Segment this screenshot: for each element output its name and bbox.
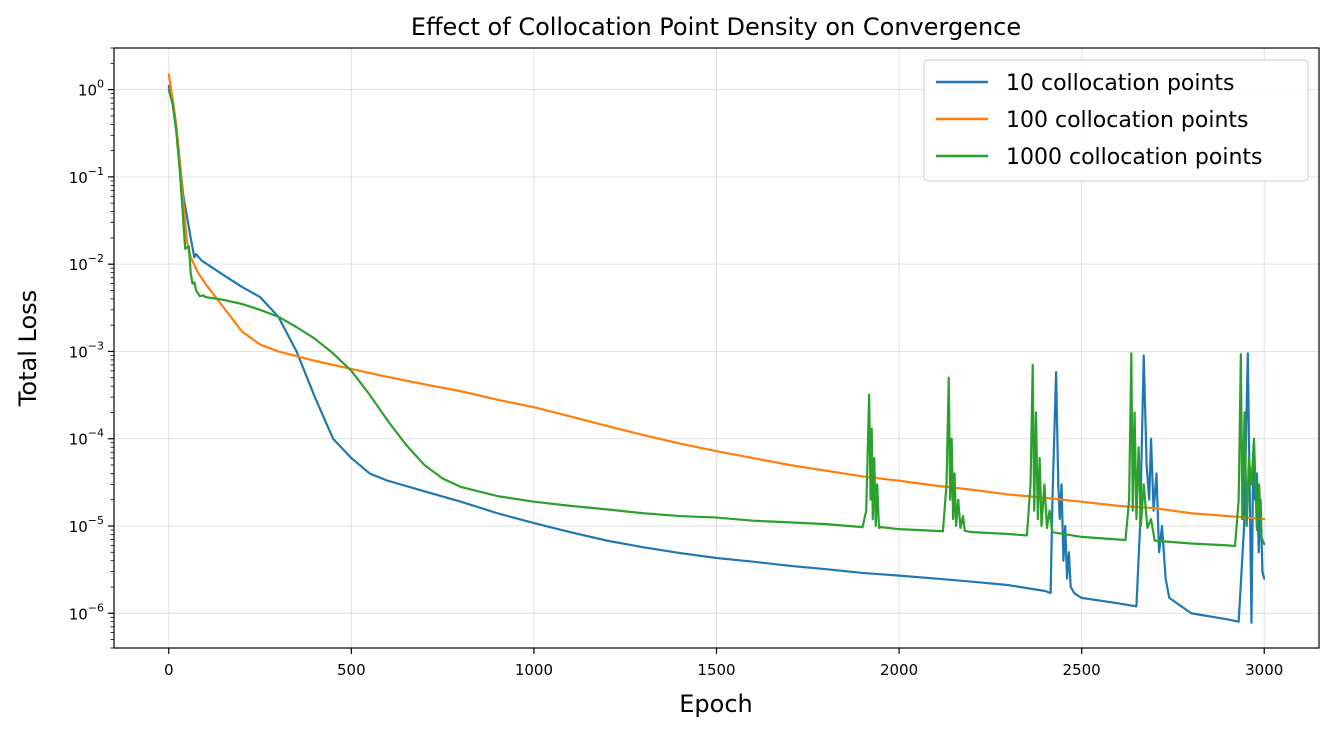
legend-label-1: 10 collocation points: [1006, 71, 1235, 96]
grid: [114, 48, 1319, 648]
y-tick-base: 10: [69, 431, 88, 449]
y-tick-label: 10−4: [69, 427, 104, 449]
y-tick-label: 100: [78, 78, 104, 100]
y-tick-base: 10: [69, 256, 88, 274]
x-tick-label: 1000: [515, 661, 553, 679]
x-axis-label: Epoch: [679, 690, 753, 718]
y-tick-exponent: −1: [88, 165, 104, 178]
y-tick-exponent: −2: [88, 252, 104, 265]
x-tick-label: 3000: [1245, 661, 1283, 679]
x-tick-label: 1500: [697, 661, 735, 679]
y-tick-base: 10: [78, 82, 97, 100]
legend-label-3: 1000 collocation points: [1006, 145, 1263, 170]
y-tick-exponent: 0: [97, 78, 104, 91]
series-line-2: [167, 73, 1266, 521]
x-axis-ticks: 0 500 1000 1500 2000 2500 3000: [164, 648, 1283, 679]
chart-title: Effect of Collocation Point Density on C…: [411, 13, 1021, 41]
y-tick-exponent: −6: [88, 601, 104, 614]
y-tick-label: 10−5: [69, 514, 104, 536]
series-lines: [167, 73, 1266, 624]
y-tick-exponent: −3: [88, 339, 104, 352]
y-tick-label: 10−6: [69, 601, 104, 623]
y-tick-base: 10: [69, 343, 88, 361]
y-tick-exponent: −5: [88, 514, 104, 527]
legend: 10 collocation points 100 collocation poi…: [923, 59, 1309, 182]
x-tick-label: 0: [164, 661, 174, 679]
y-tick-label: 10−3: [69, 339, 104, 361]
y-tick-base: 10: [69, 518, 88, 536]
y-tick-label: 10−1: [69, 165, 104, 187]
y-tick-label: 10−2: [69, 252, 104, 274]
x-tick-label: 2500: [1063, 661, 1101, 679]
y-tick-base: 10: [69, 605, 88, 623]
y-axis-label: Total Loss: [14, 290, 42, 407]
y-tick-exponent: −4: [88, 427, 104, 440]
y-tick-base: 10: [69, 169, 88, 187]
series-line-3: [167, 88, 1266, 548]
legend-label-2: 100 collocation points: [1006, 108, 1249, 133]
series-line-1: [167, 84, 1266, 624]
x-tick-label: 2000: [880, 661, 918, 679]
x-tick-label: 500: [337, 661, 366, 679]
legend-box: [923, 59, 1309, 182]
